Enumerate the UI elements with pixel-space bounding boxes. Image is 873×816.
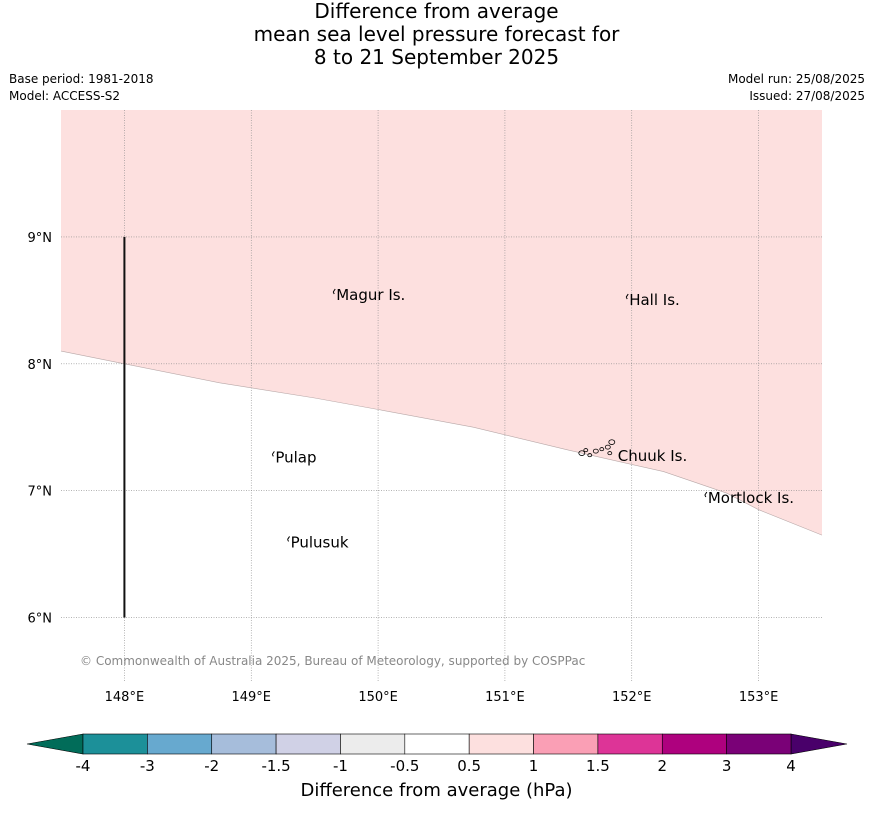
island-outline	[704, 491, 708, 498]
colorbar-segment	[726, 733, 792, 755]
lon-tick-label: 151°E	[485, 690, 525, 705]
meta-left: Base period: 1981-2018 Model: ACCESS-S2	[9, 71, 154, 105]
place-label: Magur Is.	[336, 286, 405, 304]
anomaly-boundary	[60, 350, 823, 536]
lat-tick-label: 9°N	[28, 231, 53, 246]
place-label: Mortlock Is.	[708, 489, 794, 507]
lon-tick-label: 149°E	[231, 690, 271, 705]
colorbar-segment	[468, 733, 534, 755]
lon-tick-label: 148°E	[105, 690, 145, 705]
lon-tick-label: 152°E	[612, 690, 652, 705]
map-area: 148°E 149°E 150°E 151°E 152°E 153°E 6°N 7°N 8°N 9…	[28, 110, 823, 705]
chuuk-islands-outline	[578, 439, 616, 458]
colorbar-segment	[211, 733, 277, 755]
colorbar-segment	[597, 733, 663, 755]
title-line-3: 8 to 21 September 2025	[313, 45, 560, 69]
colorbar-segment	[340, 733, 406, 755]
colorbar-segment	[147, 733, 213, 755]
model-name: Model: ACCESS-S2	[9, 89, 121, 103]
colorbar-label: Difference from average (hPa)	[300, 780, 573, 801]
colorbar-segment	[661, 733, 727, 755]
colorbar-tick-label: 1.5	[586, 757, 610, 775]
colorbar-tick-label: 2	[657, 757, 667, 775]
colorbar-tick-label: -4	[76, 757, 91, 775]
colorbar-tick-label: -0.5	[390, 757, 419, 775]
colorbar-tick-label: 3	[722, 757, 732, 775]
anomaly-region	[61, 110, 822, 536]
lat-tick-label: 6°N	[28, 612, 53, 627]
colorbar-segment	[275, 733, 341, 755]
colorbar-tick-label: 0.5	[457, 757, 481, 775]
island-outline	[625, 293, 629, 300]
colorbar-segment	[533, 733, 599, 755]
lon-tick-label: 153°E	[739, 690, 779, 705]
place-label: Hall Is.	[629, 291, 680, 309]
lat-tick-label: 7°N	[28, 485, 53, 500]
title-line-2: mean sea level pressure forecast for	[253, 22, 620, 46]
colorbar-segment	[82, 733, 148, 755]
colorbar: -4 -3 -2 -1.5 -1 -0.5 0.5 1 1.5 2 3 4	[26, 733, 848, 775]
island-outline	[332, 288, 336, 295]
island-outline	[287, 536, 290, 542]
lat-tick-label: 8°N	[28, 358, 53, 373]
colorbar-extend-high	[790, 733, 848, 755]
place-label: Pulusuk	[291, 533, 349, 551]
meta-right: Model run: 25/08/2025 Issued: 27/08/2025	[728, 71, 865, 105]
lon-tick-label: 150°E	[358, 690, 398, 705]
colorbar-tick-label: 1	[529, 757, 539, 775]
issued-date: Issued: 27/08/2025	[749, 89, 865, 103]
colorbar-segment	[404, 733, 470, 755]
colorbar-tick-label: -1	[333, 757, 348, 775]
copyright-text: © Commonwealth of Australia 2025, Bureau…	[80, 654, 585, 668]
place-label: Pulap	[275, 448, 316, 466]
colorbar-extend-low	[26, 733, 84, 755]
colorbar-tick-label: -3	[140, 757, 155, 775]
title-line-1: Difference from average	[314, 0, 559, 23]
chart-title: Difference from average mean sea level p…	[0, 0, 873, 69]
colorbar-tick-label: 4	[786, 757, 796, 775]
island-outline	[271, 451, 275, 457]
place-label: Chuuk Is.	[618, 447, 687, 465]
base-period: Base period: 1981-2018	[9, 72, 154, 86]
colorbar-tick-label: -1.5	[261, 757, 290, 775]
colorbar-tick-label: -2	[204, 757, 219, 775]
model-run: Model run: 25/08/2025	[727, 72, 865, 86]
